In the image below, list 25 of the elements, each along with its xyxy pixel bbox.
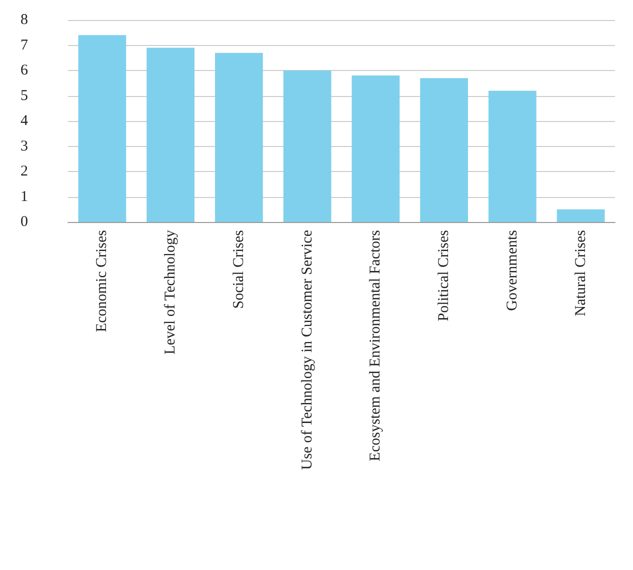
y-tick-label: 5 bbox=[20, 88, 28, 104]
y-tick-label: 7 bbox=[20, 37, 28, 54]
x-tick-label: Natural Crises bbox=[572, 230, 589, 316]
x-tick-label: Use of Technology in Customer Service bbox=[299, 230, 316, 470]
bar bbox=[488, 90, 536, 222]
bar bbox=[420, 78, 468, 222]
y-tick-label: 4 bbox=[20, 113, 28, 129]
bar bbox=[146, 48, 194, 222]
x-tick-label: Ecosystem and Environmental Factors bbox=[368, 230, 384, 462]
x-tick-label: Social Crises bbox=[230, 230, 247, 309]
x-tick-label: Governments bbox=[504, 230, 520, 311]
bar bbox=[215, 52, 263, 222]
y-tick-label: 3 bbox=[20, 138, 28, 154]
x-tick-label: Economic Crises bbox=[94, 230, 110, 332]
x-tick-label: Level of Technology bbox=[162, 230, 179, 354]
y-tick-label: 2 bbox=[20, 164, 28, 180]
bar bbox=[78, 35, 126, 222]
bar bbox=[556, 209, 605, 222]
y-tick-label: 0 bbox=[20, 214, 28, 230]
bar bbox=[352, 76, 400, 222]
y-tick-label: 8 bbox=[20, 12, 28, 28]
y-tick-label: 6 bbox=[20, 62, 28, 78]
x-tick-label: Political Crises bbox=[436, 230, 452, 322]
bar bbox=[283, 70, 332, 222]
y-tick-label: 1 bbox=[20, 188, 28, 205]
